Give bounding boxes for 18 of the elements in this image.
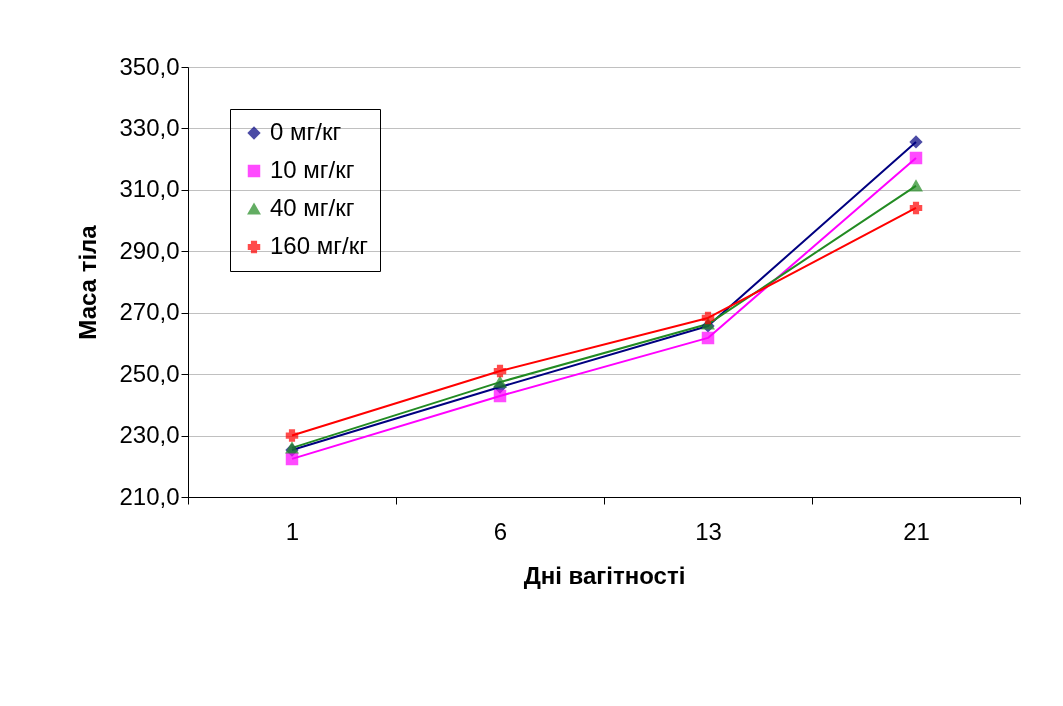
y-tick-label: 310,0 [119,175,180,203]
y-tick-label: 250,0 [119,359,180,387]
x-tick-label: 21 [903,517,930,545]
legend-label: 40 мг/кг [270,194,355,221]
y-tick-label: 290,0 [119,236,180,264]
x-axis-title: Дні вагітності [523,561,686,589]
legend-label: 10 мг/кг [270,156,355,183]
y-tick-label: 330,0 [119,113,180,141]
y-tick-label: 270,0 [119,298,180,326]
y-tick-label: 350,0 [119,52,180,80]
y-axis-title: Маса тіла [74,224,102,340]
legend-label: 0 мг/кг [270,118,342,145]
x-tick-label: 13 [695,517,722,545]
legend-label: 160 мг/кг [270,232,369,259]
x-tick-label: 6 [493,517,508,545]
x-tick-label: 1 [285,517,300,545]
y-tick-label: 210,0 [119,482,180,510]
y-tick-label: 230,0 [119,421,180,449]
